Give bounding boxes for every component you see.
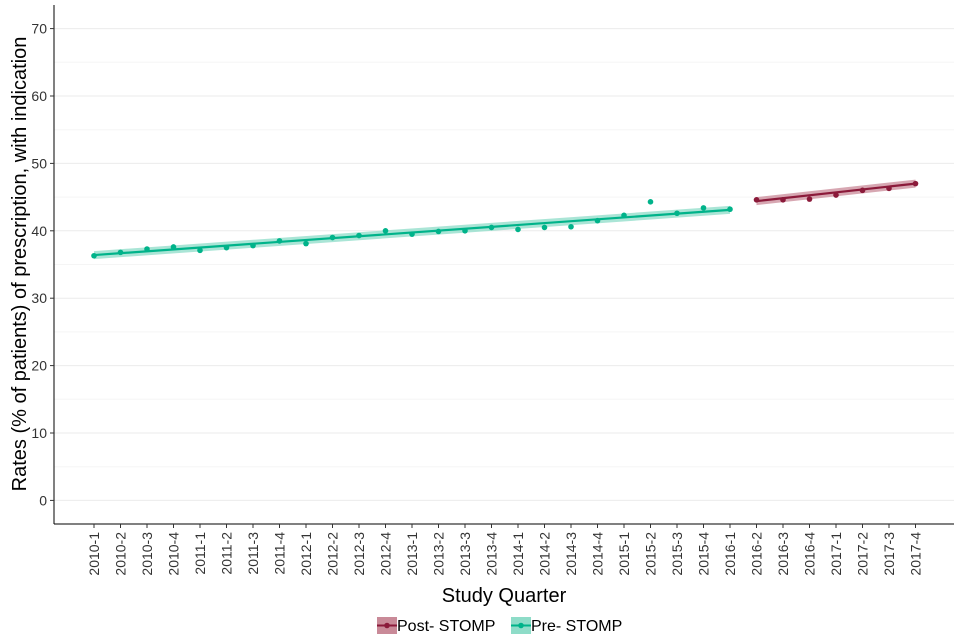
data-point [700, 205, 707, 211]
y-tick-label: 60 [31, 88, 47, 104]
data-point [329, 234, 336, 241]
data-point [303, 240, 309, 247]
x-tick-label: 2010-4 [166, 532, 182, 576]
x-tick-label: 2012-4 [378, 532, 394, 576]
x-tick-label: 2012-1 [298, 532, 314, 576]
x-tick-label: 2013-4 [484, 532, 500, 576]
x-tick-label: 2014-4 [590, 532, 606, 576]
data-point [859, 187, 866, 194]
data-point [117, 249, 124, 256]
data-point [197, 247, 203, 254]
x-tick-label: 2013-2 [431, 532, 447, 576]
data-point [515, 226, 521, 233]
data-point [674, 210, 680, 217]
data-point [250, 242, 256, 249]
x-tick-label: 2014-1 [510, 532, 526, 576]
y-tick-label: 10 [31, 425, 47, 441]
x-tick-label: 2012-3 [351, 532, 367, 576]
y-tick-label: 40 [31, 223, 47, 239]
data-point [488, 224, 495, 231]
data-point [91, 252, 97, 259]
y-tick-label: 0 [39, 492, 47, 508]
x-tick-label: 2014-2 [537, 532, 553, 576]
x-tick-label: 2011-2 [219, 532, 235, 575]
x-tick-label: 2015-4 [696, 532, 712, 576]
data-point [594, 217, 601, 224]
data-point [753, 196, 760, 203]
data-point [912, 180, 919, 187]
data-point [833, 192, 839, 198]
data-point [276, 238, 283, 244]
data-point [780, 196, 786, 203]
x-tick-label: 2016-4 [802, 532, 818, 576]
y-tick-label: 30 [31, 290, 47, 306]
data-point [568, 223, 574, 230]
x-tick-label: 2011-1 [192, 532, 208, 575]
data-point [462, 227, 468, 234]
x-tick-label: 2016-2 [749, 532, 765, 576]
legend-key-point [518, 622, 524, 629]
x-tick-label: 2015-3 [669, 532, 685, 576]
x-tick-label: 2011-3 [245, 532, 261, 575]
x-tick-label: 2010-3 [139, 532, 155, 576]
x-tick-label: 2010-2 [113, 532, 129, 576]
data-point [409, 231, 415, 237]
x-tick-label: 2013-3 [457, 532, 473, 576]
legend-key-point [384, 622, 390, 629]
data-point [356, 232, 362, 239]
y-tick-label: 20 [31, 358, 47, 374]
y-tick-label: 70 [31, 21, 47, 37]
x-axis-ticks: 2010-1 2010-2 2010-3 2010-4 2011-1 2011-2 2011… [86, 524, 924, 576]
data-point [223, 244, 230, 251]
x-tick-label: 2017-4 [908, 532, 924, 576]
x-tick-label: 2010-1 [86, 532, 102, 576]
x-axis-title: Study Quarter [442, 585, 567, 607]
legend-label: Pre- STOMP [531, 618, 622, 635]
y-axis-title: Rates (% of patients) of prescription, w… [9, 37, 31, 492]
x-tick-label: 2016-3 [775, 532, 791, 576]
data-point [435, 228, 442, 235]
x-tick-label: 2017-3 [881, 532, 897, 576]
data-point [144, 246, 150, 252]
x-tick-label: 2015-2 [643, 532, 659, 576]
data-point [621, 212, 627, 219]
y-tick-label: 50 [31, 155, 47, 171]
x-tick-label: 2016-1 [722, 532, 738, 576]
x-tick-label: 2011-4 [272, 532, 288, 575]
legend: Post- STOMP Pre- STOMP [377, 617, 622, 635]
data-point [806, 196, 813, 202]
data-point [170, 244, 177, 250]
x-tick-label: 2017-1 [828, 532, 844, 576]
data-point [541, 224, 548, 231]
x-tick-label: 2014-3 [563, 532, 579, 576]
data-point [647, 199, 654, 205]
legend-label: Post- STOMP [397, 618, 495, 635]
x-tick-label: 2017-2 [855, 532, 871, 576]
x-tick-label: 2015-1 [616, 532, 632, 576]
data-points [91, 180, 919, 259]
x-tick-label: 2012-2 [325, 532, 341, 576]
data-point [727, 206, 733, 213]
data-point [886, 185, 892, 192]
data-point [382, 227, 389, 234]
x-tick-label: 2013-1 [404, 532, 420, 576]
y-axis-ticks: 0 10 20 30 40 50 60 70 [31, 21, 54, 508]
